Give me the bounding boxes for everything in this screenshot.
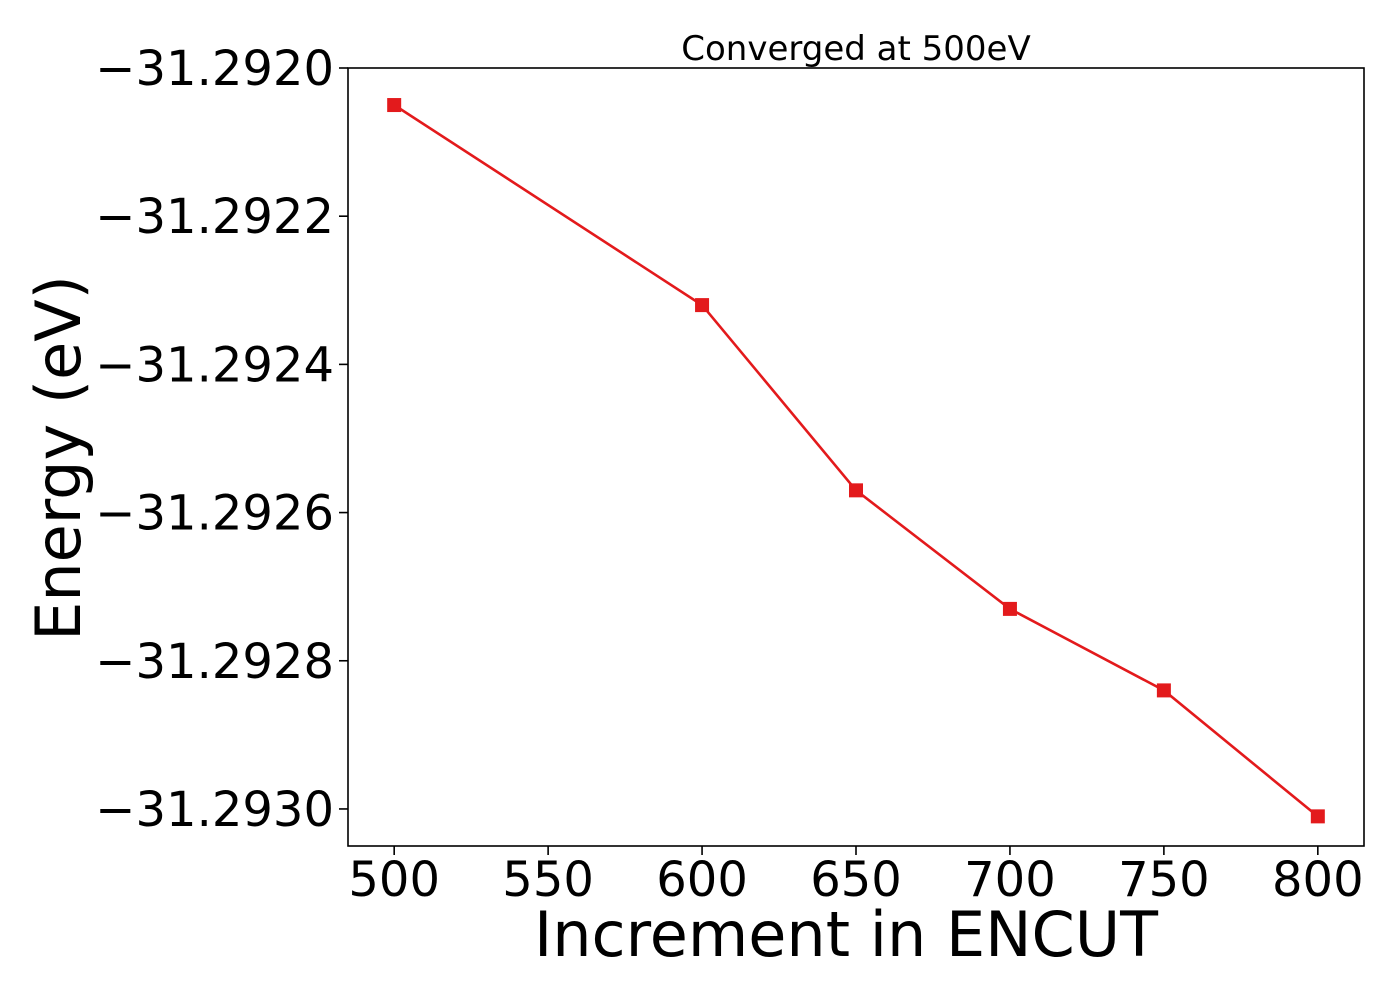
x-tick-label: 500 bbox=[348, 852, 440, 908]
data-point bbox=[695, 298, 710, 313]
x-tick-label: 800 bbox=[1272, 852, 1364, 908]
y-tick-label: −31.2926 bbox=[95, 486, 334, 542]
y-tick-label: −31.2924 bbox=[95, 337, 334, 393]
x-tick-label: 650 bbox=[810, 852, 902, 908]
data-point bbox=[1310, 809, 1325, 824]
x-axis-title: Increment in ENCUT bbox=[534, 898, 1159, 971]
x-tick-label: 600 bbox=[656, 852, 748, 908]
y-axis-title: Energy (eV) bbox=[22, 275, 95, 641]
y-tick-label: −31.2922 bbox=[95, 189, 334, 245]
series-line bbox=[393, 103, 1319, 818]
data-point bbox=[1156, 683, 1171, 698]
chart-title: Converged at 500eV bbox=[681, 29, 1030, 69]
data-point bbox=[387, 98, 402, 113]
y-tick-label: −31.2928 bbox=[95, 634, 334, 690]
x-tick-label: 700 bbox=[964, 852, 1056, 908]
x-tick-label: 750 bbox=[1118, 852, 1210, 908]
y-tick-label: −31.2930 bbox=[95, 782, 334, 838]
data-point bbox=[1002, 601, 1017, 616]
data-point bbox=[849, 483, 863, 498]
x-tick-label: 550 bbox=[502, 852, 594, 908]
y-tick-label: −31.2920 bbox=[95, 41, 334, 97]
